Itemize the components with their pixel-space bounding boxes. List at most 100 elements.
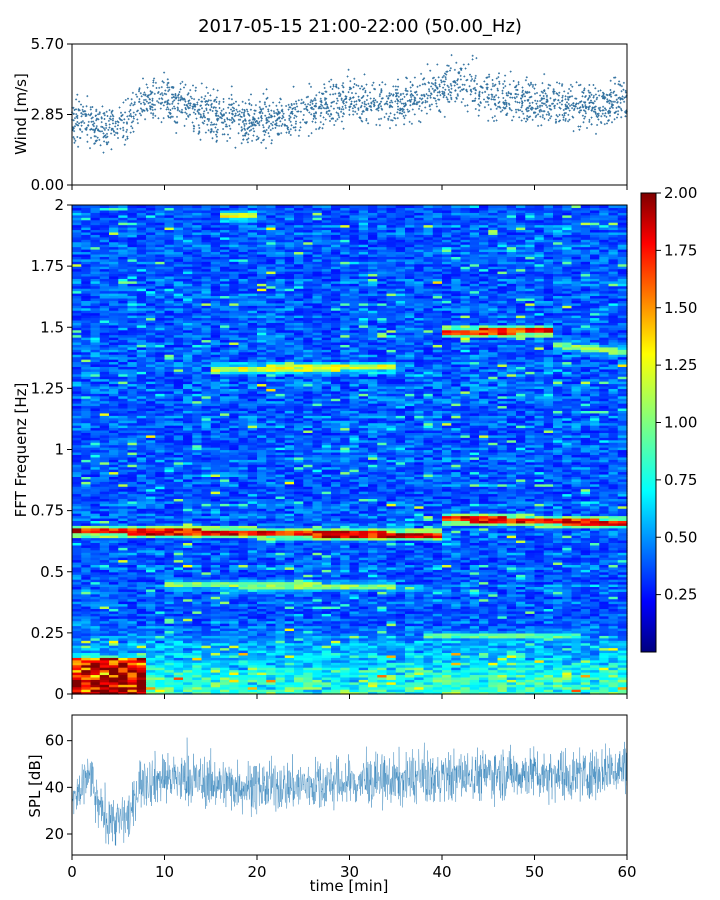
spectrogram-cell [432,647,443,651]
spectrogram-cell [571,601,582,605]
spectrogram-cell [210,608,221,612]
spectrogram-cell [90,654,101,658]
spectrogram-cell [358,593,369,597]
spectrogram-cell [580,510,591,514]
spectrogram-cell [414,689,425,693]
spectrogram-cell [405,493,415,497]
spectrogram-cell [368,664,378,668]
spectrogram-cell [238,642,249,646]
spectrogram-cell [118,505,129,509]
spectrogram-cell [321,664,332,668]
spectrogram-cell [220,642,230,646]
spectrogram-cell [469,623,480,627]
spectrogram-cell [229,608,240,612]
spectrogram-cell [312,632,323,636]
spectrogram-cell [386,603,397,607]
spectrogram-cell [386,583,397,588]
spectrogram-cell [543,547,554,551]
spectrogram-cell [442,495,452,499]
spectrogram-cell [469,640,480,644]
spectrogram-cell [571,588,582,592]
spectrogram-cell [358,659,369,663]
spectrogram-cell [553,532,563,536]
spectrogram-cell [81,632,92,636]
spectrogram-cell [192,649,203,654]
spectrogram-cell [368,564,378,568]
spectrogram-cell [210,657,221,661]
spectrogram-cell [349,586,360,590]
spectrogram-cell [506,654,517,658]
spectrogram-cell [118,627,129,632]
spectrogram-cell [229,520,240,524]
spectrogram-cell [423,491,434,495]
spectrogram-cell [275,669,286,673]
spectrogram-cell [183,532,193,536]
spectrogram-cell [543,493,554,497]
spectrogram-cell [146,530,156,534]
spectrogram-cell [99,581,110,585]
spectrogram-cell [247,591,258,595]
spectrogram-cell [543,645,554,649]
spectrogram-cell [516,571,526,575]
spectrogram-cell [469,517,480,521]
spectrogram-cell [479,508,489,512]
spectrogram-cell [90,662,101,666]
spectrogram-cell [608,632,619,636]
spectrogram-cell [201,676,212,680]
spectrogram-cell [127,571,138,575]
spectrogram-cell [479,579,489,583]
spectrogram-cell [497,491,508,495]
spectrogram-cell [173,559,184,563]
spectrogram-cell [136,591,147,595]
spectrogram-cell [599,645,610,649]
spectrogram-cell [275,672,286,676]
spectrogram-cell [238,659,249,663]
spectrogram-cell [506,569,517,573]
spectrogram-cell [479,591,489,595]
spectrogram-cell [571,559,582,563]
spectrogram-cell [257,608,267,612]
spectrogram-cell [99,493,110,497]
spectrogram-cell [497,669,508,673]
spectrogram-cell [488,569,499,573]
spectrogram-cell [118,588,129,592]
spectrogram-cell [525,579,536,583]
spectrogram-cell [525,635,536,639]
spectrogram-cell [312,652,323,656]
spectrogram-cell [238,608,249,612]
spectrogram-cell [303,679,314,683]
spectrogram-cell [497,515,508,519]
spectrogram-cell [331,684,341,688]
spectrogram-cell [331,615,341,619]
spectrogram-cell [146,623,156,627]
spectrogram-cell [331,601,341,605]
spectrogram-cell [183,498,193,502]
spectrogram-cell [303,532,314,536]
spectrogram-cell [395,676,406,680]
spectrogram-cell [303,566,314,570]
spectrogram-cell [608,547,619,551]
spectrogram-cell [210,566,221,570]
spectrogram-cell [617,547,628,551]
spectrogram-cell [451,525,462,529]
spectrogram-cell [109,652,119,656]
spectrogram-cell [580,618,591,622]
spectrogram-cell [414,508,425,512]
spectrogram-cell [127,510,138,514]
spectrogram-cell [580,598,591,602]
spectrogram-cell [238,554,249,558]
spectrogram-cell [571,652,582,656]
spectrogram-cell [127,559,138,563]
spectrogram-cell [516,647,526,651]
spectrogram-cell [275,684,286,688]
spectrogram-cell [164,642,175,646]
spectrogram-cell [599,630,610,634]
spectrogram-cell [257,662,267,666]
spectrogram-cell [201,522,212,526]
spectrogram-cell [534,635,545,639]
spectrogram-cell [516,596,526,600]
spectrogram-cell [460,642,471,646]
spectrogram-cell [525,686,536,690]
spectrogram-cell [432,535,443,539]
spectrogram-cell [284,574,295,578]
